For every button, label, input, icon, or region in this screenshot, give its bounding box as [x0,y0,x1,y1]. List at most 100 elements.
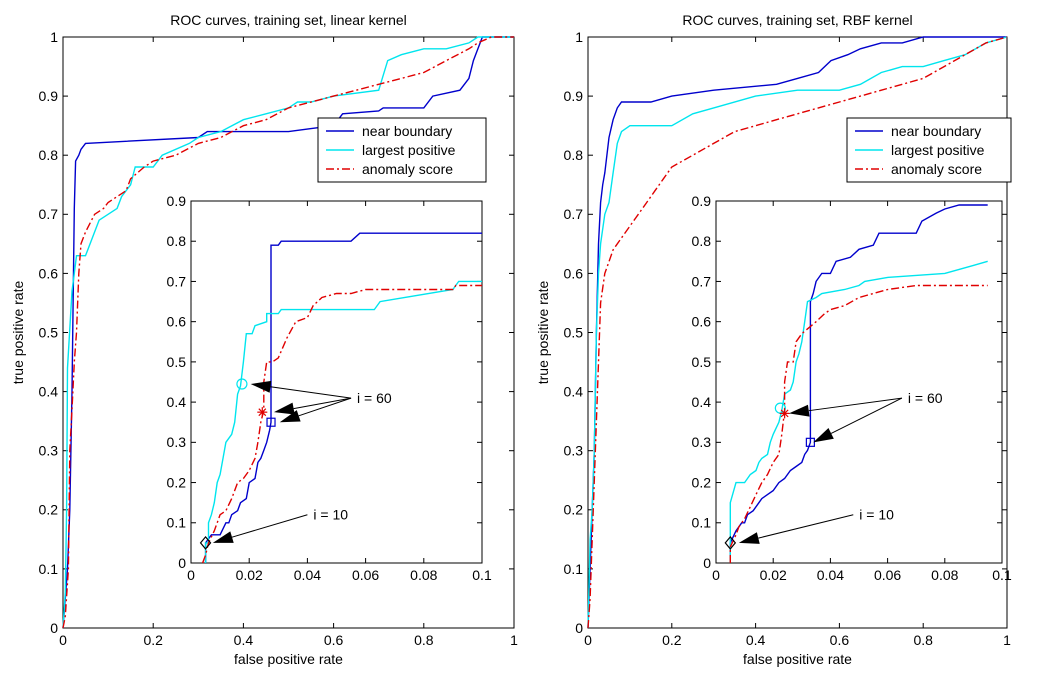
inset-series-largest-positive [729,260,988,563]
y-axis-label: true positive rate [10,281,26,385]
main-xtick-label: 1 [510,632,518,648]
annotation-arrow-head [273,402,295,415]
main-xtick-label: 0.6 [324,632,344,648]
main-ytick-label: 0.2 [564,502,584,518]
legend: near boundary largest positive anomaly sco… [317,117,487,183]
main-ytick-label: 0.1 [564,561,584,577]
main-ytick-label: 0 [575,620,583,636]
inset-marker-asterisk [257,407,268,418]
annotation-arrow-shaft [808,397,902,412]
inset-marker-diamond [724,535,737,550]
x-axis-label: false positive rate [234,651,343,667]
inset-xtick-label: 0.1 [992,567,1012,583]
annotation-i-60: i = 60 [357,390,392,406]
inset-ytick-label: 0.4 [167,394,187,410]
inset-marker-square [266,417,276,427]
inset-ytick-label: 0.5 [692,354,712,370]
main-ytick-label: 0.1 [39,561,59,577]
inset-ytick-label: 0.6 [167,314,187,330]
main-xtick-label: 0.2 [143,632,163,648]
y-axis-label: true positive rate [535,281,551,385]
inset-ytick-label: 0 [703,555,711,571]
inset-xtick-label: 0 [712,567,720,583]
annotation-arrow-shaft [270,386,352,399]
main-ytick-label: 0.6 [564,265,584,281]
inset-xtick-label: 0.04 [817,567,844,583]
annotation-arrow-head [279,410,301,423]
inset-xtick-label: 0.08 [410,567,437,583]
legend-entry: anomaly score [362,161,453,177]
main-xtick-label: 0.4 [234,632,254,648]
main-ytick-label: 0.4 [564,384,584,400]
main-xtick-label: 0.4 [746,632,766,648]
legend-entry: near boundary [362,123,452,139]
inset-series-near-boundary [204,232,482,563]
inset-frame [190,200,483,564]
main-ytick-label: 0.5 [564,324,584,340]
main-ytick-label: 0.3 [39,443,59,459]
main-xtick-label: 0.2 [662,632,682,648]
main-ytick-label: 1 [575,29,583,45]
annotation-arrow-shaft [293,397,352,410]
main-xtick-label: 0.6 [830,632,850,648]
annotation-arrow-head [813,428,834,443]
inset-marker-asterisk [779,408,790,419]
inset-ytick-label: 0.2 [167,474,187,490]
inset-ytick-label: 0.3 [167,434,187,450]
inset-ytick-label: 0.9 [692,193,712,209]
inset-series-anomaly-score [729,284,988,563]
main-xtick-label: 0.8 [414,632,434,648]
main-ytick-label: 0 [50,620,58,636]
main-ytick-label: 0.9 [564,88,584,104]
main-xtick-label: 0 [59,632,67,648]
inset-ytick-label: 0.1 [692,515,712,531]
inset-xtick-label: 0.04 [294,567,321,583]
inset-ytick-label: 0.8 [692,233,712,249]
inset-ytick-label: 0.7 [167,273,187,289]
main-series-anomaly-score [62,36,514,629]
inset-xtick-label: 0.08 [931,567,958,583]
main-ytick-label: 0.2 [39,502,59,518]
legend-entry: near boundary [891,123,981,139]
main-ytick-label: 0.3 [564,443,584,459]
inset-ytick-label: 0.8 [167,233,187,249]
inset-series-largest-positive [204,280,482,563]
annotation-arrow-head [738,532,760,544]
main-series-near-boundary [62,36,514,629]
inset-xtick-label: 0.1 [472,567,492,583]
main-ytick-label: 0.7 [564,206,584,222]
inset-marker-asterisk-stroke [258,408,267,417]
main-ytick-label: 0.5 [39,324,59,340]
main-ytick-label: 0.9 [39,88,59,104]
inset-ytick-label: 0.6 [692,314,712,330]
legend: near boundary largest positive anomaly sco… [846,117,1012,183]
main-xtick-label: 0.8 [913,632,933,648]
main-series-largest-positive [587,36,1008,629]
main-series-largest-positive [62,36,514,629]
inset-ytick-label: 0.2 [692,474,712,490]
main-ytick-label: 0.4 [39,384,59,400]
main-xtick-label: 0 [584,632,592,648]
inset-series-near-boundary [729,204,988,563]
inset-ytick-label: 0.7 [692,273,712,289]
inset-plot: 0 0.02 0.04 0.06 0.08 0.1 0 0.1 0.2 0.3 0.4 0.5 0.6 0… [167,193,492,583]
chart-title: ROC curves, training set, RBF kernel [682,12,912,28]
chart-title: ROC curves, training set, linear kernel [170,12,407,28]
main-ytick-label: 1 [50,29,58,45]
inset-xtick-label: 0.02 [760,567,787,583]
annotation-arrow-shaft [298,397,352,417]
roc-panel-1: ROC curves, training set, linear kernel 0… [10,12,518,667]
inset-ytick-label: 0 [178,555,186,571]
annotation-i-10: i = 10 [313,507,348,523]
main-ytick-label: 0.8 [564,147,584,163]
annotation-arrow-shaft [830,397,903,434]
annotation-arrow-head [788,404,810,417]
annotation-arrow-head [212,531,234,543]
inset-ytick-label: 0.3 [692,434,712,450]
annotation-arrow-head [250,380,272,393]
inset-marker-diamond [199,535,212,550]
legend-entry: largest positive [891,142,985,158]
inset-marker-asterisk-stroke [780,409,789,418]
x-axis-label: false positive rate [743,651,852,667]
inset-frame [715,200,1003,564]
